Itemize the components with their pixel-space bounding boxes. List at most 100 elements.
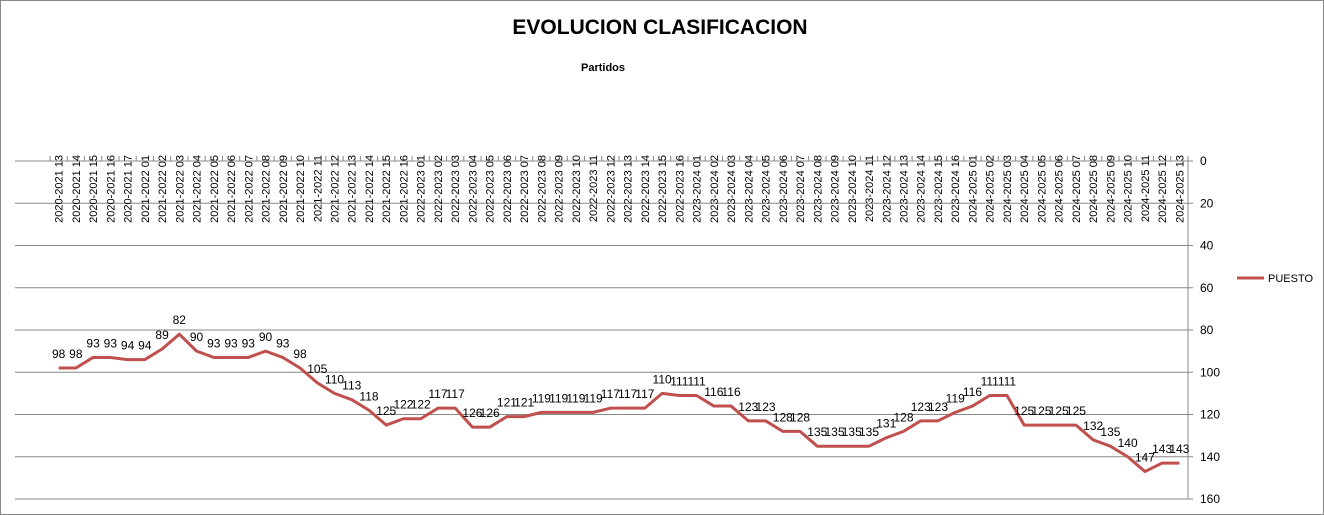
x-tick-label: 2023-2024 13 (899, 155, 911, 223)
x-tick-label: 2020-2021 13 (54, 155, 66, 223)
x-tick-label: 2023-2024 02 (709, 155, 721, 223)
x-tick-label: 2022-2023 13 (623, 155, 635, 223)
data-label: 135 (842, 425, 862, 439)
x-tick-label: 2021-2022 15 (381, 155, 393, 223)
x-tick-label: 2021-2022 03 (174, 155, 186, 223)
data-label: 121 (497, 396, 517, 410)
data-label: 122 (393, 398, 413, 412)
data-label: 140 (1118, 436, 1138, 450)
data-label: 94 (121, 339, 135, 353)
data-label: 128 (893, 410, 913, 424)
y-tick-label: 60 (1200, 281, 1214, 295)
data-label: 147 (1135, 451, 1155, 465)
data-label: 132 (1083, 419, 1103, 433)
x-tick-label: 2021-2022 05 (209, 155, 221, 223)
x-tick-label: 2023-2024 14 (916, 155, 928, 223)
data-label: 135 (825, 425, 845, 439)
data-label: 121 (514, 396, 534, 410)
x-tick-label: 2022-2023 02 (433, 155, 445, 223)
data-label: 122 (411, 398, 431, 412)
x-tick-label: 2023-2024 16 (950, 155, 962, 223)
x-tick-label: 2022-2023 06 (502, 155, 514, 223)
x-tick-label: 2020-2021 17 (123, 155, 135, 223)
x-tick-label: 2023-2024 04 (743, 155, 755, 223)
data-label: 123 (738, 400, 758, 414)
data-label: 116 (963, 385, 982, 399)
data-label: 126 (462, 406, 482, 420)
x-tick-label: 2023-2024 15 (933, 155, 945, 223)
x-tick-label: 2022-2023 16 (674, 155, 686, 223)
x-tick-label: 2021-2022 02 (157, 155, 169, 223)
x-tick-label: 2020-2021 14 (71, 155, 83, 223)
x-tick-label: 2022-2023 08 (536, 155, 548, 223)
x-tick-label: 2024-2025 07 (1071, 155, 1083, 223)
x-tick-label: 2023-2024 09 (830, 155, 842, 223)
y-tick-label: 20 (1200, 196, 1214, 210)
data-label: 125 (1014, 404, 1034, 418)
data-label: 123 (756, 400, 776, 414)
data-label: 123 (928, 400, 948, 414)
x-tick-label: 2023-2024 12 (881, 155, 893, 223)
x-tick-label: 2022-2023 11 (588, 155, 600, 222)
y-tick-label: 100 (1200, 365, 1220, 379)
x-tick-label: 2021-2022 04 (192, 155, 204, 223)
x-tick-label: 2022-2023 07 (519, 155, 531, 223)
x-tick-label: 2023-2024 10 (847, 155, 859, 223)
data-label: 143 (1152, 442, 1172, 456)
x-tick-label: 2024-2025 01 (967, 155, 979, 223)
data-label: 93 (276, 336, 290, 350)
data-label: 110 (653, 372, 672, 386)
data-label: 116 (722, 385, 741, 399)
data-label: 111 (998, 374, 1017, 388)
data-label: 135 (859, 425, 879, 439)
x-tick-label: 2023-2024 11 (864, 155, 876, 222)
data-label: 113 (342, 379, 361, 393)
data-label: 98 (69, 347, 83, 361)
x-tick-label: 2022-2023 15 (657, 155, 669, 223)
data-label: 93 (86, 336, 100, 350)
data-label: 128 (790, 410, 810, 424)
x-tick-label: 2024-2025 11 (1140, 155, 1152, 222)
x-tick-label: 2024-2025 02 (985, 155, 997, 223)
x-tick-label: 2023-2024 08 (812, 155, 824, 223)
x-tick-label: 2024-2025 03 (1002, 155, 1014, 223)
x-tick-label: 2023-2024 03 (726, 155, 738, 223)
x-tick-label: 2023-2024 07 (795, 155, 807, 223)
y-tick-label: 80 (1200, 323, 1214, 337)
x-tick-label: 2021-2022 12 (330, 155, 342, 223)
data-label: 117 (446, 387, 465, 401)
data-label: 119 (549, 391, 568, 405)
y-tick-label: 160 (1200, 492, 1220, 506)
data-label: 93 (104, 336, 118, 350)
x-tick-label: 2020-2021 16 (105, 155, 117, 223)
data-label: 135 (1100, 425, 1120, 439)
x-tick-label: 2024-2025 05 (1036, 155, 1048, 223)
data-label: 116 (704, 385, 723, 399)
x-tick-label: 2021-2022 11 (312, 155, 324, 222)
data-label: 93 (224, 336, 238, 350)
data-label: 118 (359, 389, 378, 403)
line-series (58, 332, 1180, 474)
x-axis-title: Partidos (581, 62, 625, 74)
data-label: 126 (480, 406, 500, 420)
y-tick-label: 140 (1200, 450, 1220, 464)
data-label: 125 (1031, 404, 1051, 418)
data-label: 111 (981, 374, 1000, 388)
x-tick-label: 2023-2024 06 (778, 155, 790, 223)
x-tick-label: 2022-2023 05 (485, 155, 497, 223)
data-label: 119 (584, 391, 603, 405)
x-tick-label: 2021-2022 08 (261, 155, 273, 223)
x-tick-label: 2022-2023 01 (416, 155, 428, 223)
data-label: 128 (773, 410, 793, 424)
x-tick-label: 2024-2025 08 (1088, 155, 1100, 223)
data-label: 93 (242, 336, 256, 350)
x-tick-label: 2022-2023 04 (467, 155, 479, 223)
data-label: 111 (687, 374, 706, 388)
x-tick-label: 2022-2023 10 (571, 155, 583, 223)
data-label: 125 (376, 404, 396, 418)
data-label: 117 (635, 387, 654, 401)
x-tick-label: 2021-2022 06 (226, 155, 238, 223)
data-label: 117 (601, 387, 620, 401)
